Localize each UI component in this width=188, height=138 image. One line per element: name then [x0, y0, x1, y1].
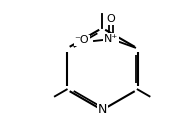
Text: N: N [98, 104, 107, 116]
Text: N⁺: N⁺ [104, 34, 118, 44]
Text: O: O [107, 14, 115, 24]
Text: ⁻O: ⁻O [75, 35, 89, 45]
